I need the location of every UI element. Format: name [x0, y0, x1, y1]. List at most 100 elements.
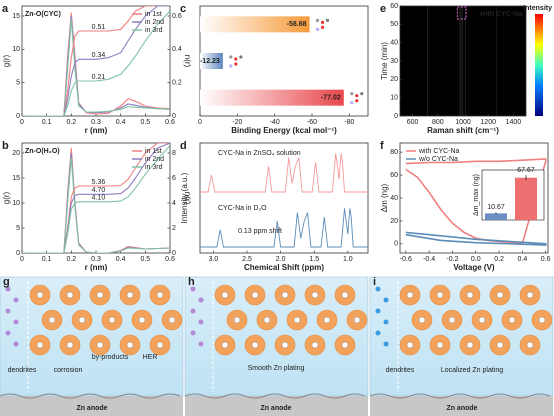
y-axis-label: Δm (ng) — [380, 183, 389, 212]
x-tick-label: 1.5 — [309, 256, 319, 263]
ion-core — [311, 341, 319, 349]
x-tick-label: 0 — [198, 119, 202, 126]
schematic-label: Localized Zn plating — [441, 367, 503, 374]
ion-core — [78, 316, 86, 324]
y-tick-label: 20 — [12, 150, 20, 157]
water-molecule — [13, 319, 19, 325]
x-tick-label: 0 — [20, 256, 24, 263]
y-tick-label: 15 — [12, 13, 20, 20]
x-tick-label: 2.5 — [242, 256, 252, 263]
y-tick-label: 0 — [394, 241, 398, 248]
molecule-atom — [355, 99, 359, 103]
panel-label: with CYC-Na — [479, 11, 522, 18]
molecule-atom — [320, 25, 325, 29]
molecule-atom — [229, 55, 233, 59]
schematic-label: dendrites — [8, 367, 37, 374]
value-label: -58.68 — [287, 21, 307, 28]
y-tick-label: 20 — [390, 218, 398, 225]
x-tick-label: -20 — [232, 119, 242, 126]
ion-core — [126, 341, 134, 349]
inset-value-label: 67.67 — [517, 167, 535, 174]
ion-core — [233, 316, 241, 324]
water-molecule — [5, 286, 11, 292]
series-line — [22, 6, 170, 116]
ion-core — [221, 291, 229, 299]
inset-bar — [485, 213, 507, 220]
y-axis-label: Intensity (a.u.) — [180, 172, 189, 223]
legend-label: in 2nd — [145, 19, 164, 26]
ion-core — [263, 316, 271, 324]
annotation: 4.10 — [92, 195, 106, 202]
water-molecule — [383, 319, 389, 325]
ion-core — [436, 291, 444, 299]
heat-strip — [465, 6, 497, 116]
panel-letter: h — [188, 276, 195, 288]
schematic-label: Zn anode — [446, 405, 477, 412]
ion-core — [406, 341, 414, 349]
highlight-box — [456, 6, 467, 20]
y-tick-label: 20 — [390, 76, 398, 83]
ion-core — [156, 291, 164, 299]
x-axis-label: Binding Energy (kcal mol⁻¹) — [231, 126, 337, 135]
zn-anode — [370, 396, 553, 416]
y-axis-label: g(r) — [2, 54, 11, 67]
ion-core — [341, 341, 349, 349]
y-tick-label: 0 — [394, 113, 398, 120]
ion-core — [538, 316, 546, 324]
anode-surface — [369, 393, 551, 399]
y2-tick-label: 0 — [172, 113, 176, 120]
x-tick-label: 0.2 — [494, 256, 504, 263]
y-tick-label: 10 — [12, 200, 20, 207]
ion-core — [48, 316, 56, 324]
molecule-atom — [350, 101, 354, 105]
x-tick-label: -40 — [270, 119, 280, 126]
series-line — [405, 158, 547, 245]
panel-letter: d — [180, 140, 187, 152]
molecule-atom — [229, 64, 233, 68]
annotation: 0.34 — [92, 52, 106, 59]
panel-label: Zn-O(CYC) — [25, 11, 61, 18]
x-tick-label: 0 — [20, 119, 24, 126]
y-tick-label: 5 — [16, 225, 20, 232]
molecule-atom — [320, 20, 325, 24]
ion-core — [341, 291, 349, 299]
x-tick-label: 0.5 — [140, 256, 150, 263]
x-tick-label: 0.3 — [91, 119, 101, 126]
heat-strip — [457, 6, 460, 116]
x-tick-label: 0.6 — [165, 119, 175, 126]
ion-core — [251, 341, 259, 349]
ion-core — [436, 341, 444, 349]
heat-strip — [461, 6, 463, 116]
heat-strip — [462, 6, 466, 116]
annotation: 4.70 — [92, 187, 106, 194]
x-tick-label: 0.5 — [140, 119, 150, 126]
y-tick-label: 0 — [16, 113, 20, 120]
y2-tick-label: 8 — [172, 150, 176, 157]
x-axis-label: r (nm) — [85, 126, 108, 135]
legend-label: in 3rd — [145, 27, 163, 34]
water-molecule — [13, 341, 19, 347]
ion-core — [281, 291, 289, 299]
panel-letter: g — [3, 276, 10, 288]
ion-core — [311, 291, 319, 299]
ion-core — [66, 291, 74, 299]
y-tick-label: 5 — [16, 80, 20, 87]
panel-label: Zn-O(H₂O) — [25, 148, 60, 155]
x-tick-label: -60 — [307, 119, 317, 126]
molecule-atom — [360, 92, 364, 96]
x-tick-label: 1.0 — [343, 256, 353, 263]
schematic-label: Zn anode — [76, 405, 107, 412]
heat-strip — [427, 6, 458, 116]
x-tick-label: 0.4 — [116, 119, 126, 126]
x-tick-label: 0.3 — [91, 256, 101, 263]
water-molecule — [383, 297, 389, 303]
x-tick-label: -0.6 — [400, 256, 412, 263]
spectrum-line — [200, 208, 368, 248]
x-tick-label: 600 — [407, 119, 419, 126]
y-axis-label: g(r) — [2, 191, 11, 204]
schematic-label: corrosion — [54, 367, 83, 374]
ion-core — [448, 316, 456, 324]
x-tick-label: 0.2 — [66, 256, 76, 263]
x-tick-label: 3.0 — [209, 256, 219, 263]
